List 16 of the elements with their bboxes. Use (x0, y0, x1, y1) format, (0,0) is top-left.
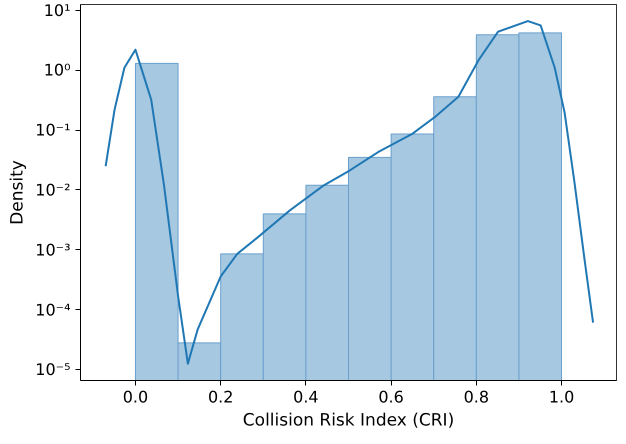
x-tick-label: 0.0 (122, 388, 148, 406)
x-tick-label: 0.2 (208, 388, 234, 406)
x-tick-label: 0.6 (378, 388, 404, 406)
y-tick-label: 10¹ (44, 0, 71, 20)
x-axis-title: Collision Risk Index (CRI) (242, 410, 454, 430)
x-tick-label: 1.0 (548, 388, 574, 406)
line-series (104, 20, 594, 365)
y-tick-label: 10⁰ (44, 60, 71, 80)
y-tick-label: 10⁻² (35, 180, 70, 200)
y-tick-label: 10⁻³ (35, 240, 70, 260)
y-tick-label: 10⁻⁵ (35, 360, 70, 380)
y-tick-label: 10⁻¹ (35, 120, 70, 140)
y-axis-title: Density (7, 160, 28, 225)
y-tick-label: 10⁻⁴ (35, 300, 70, 320)
x-tick-label: 0.8 (464, 388, 490, 406)
x-tick-label: 0.4 (293, 388, 319, 406)
